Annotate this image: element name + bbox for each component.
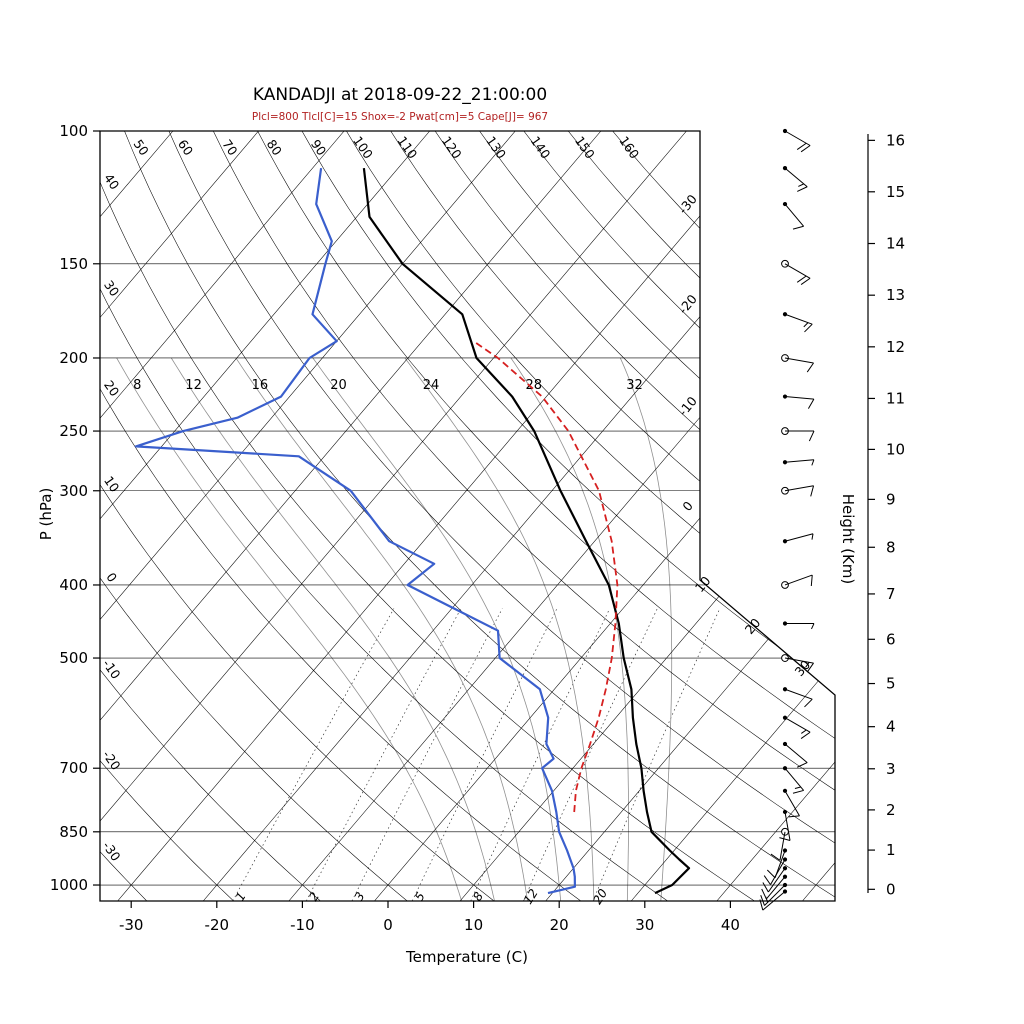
svg-text:-30: -30: [119, 916, 144, 934]
temperature-axis-label: Temperature (C): [406, 948, 528, 966]
chart-title: KANDADJI at 2018-09-22_21:00:00: [252, 85, 548, 105]
svg-text:-20: -20: [100, 747, 124, 772]
svg-text:110: 110: [394, 133, 420, 161]
svg-text:150: 150: [59, 255, 88, 273]
svg-text:7: 7: [886, 585, 896, 603]
svg-text:20: 20: [330, 378, 347, 393]
svg-text:11: 11: [886, 389, 905, 407]
svg-text:5: 5: [886, 675, 896, 693]
svg-text:9: 9: [886, 490, 896, 508]
svg-text:160: 160: [616, 133, 642, 161]
svg-text:8: 8: [886, 538, 896, 556]
svg-text:850: 850: [59, 823, 88, 841]
svg-text:60: 60: [175, 137, 196, 159]
svg-text:500: 500: [59, 649, 88, 667]
svg-text:20: 20: [550, 916, 569, 934]
svg-text:12: 12: [185, 378, 202, 393]
svg-text:120: 120: [439, 133, 465, 161]
svg-text:12: 12: [521, 886, 541, 906]
chart-subtitle-indices: Plcl=800 Tlcl[C]=15 Shox=-2 Pwat[cm]=5 C…: [251, 111, 549, 123]
svg-text:700: 700: [59, 759, 88, 777]
svg-text:0: 0: [103, 570, 120, 585]
pressure-axis-label: P (hPa): [37, 487, 55, 541]
isobar-lines: [100, 131, 835, 886]
svg-text:-20: -20: [675, 291, 700, 316]
svg-text:14: 14: [886, 235, 905, 253]
svg-text:4: 4: [886, 718, 896, 736]
svg-text:100: 100: [59, 122, 88, 140]
svg-text:0: 0: [679, 498, 696, 514]
svg-text:12: 12: [886, 338, 905, 356]
svg-text:28: 28: [525, 378, 542, 393]
svg-text:10: 10: [464, 916, 483, 934]
moist-adiabat-labels: 8 12 16 20 24 28 32: [133, 378, 643, 393]
svg-text:3: 3: [886, 760, 896, 778]
plot-frame: [99, 130, 836, 902]
svg-text:0: 0: [886, 880, 896, 898]
svg-text:24: 24: [423, 378, 440, 393]
svg-text:-10: -10: [100, 656, 124, 681]
wind-barbs: [759, 128, 815, 911]
svg-text:150: 150: [572, 133, 598, 161]
dry-adiabat-labels: -30 -20 -10 0 10 20 30 40 50 60 70 80 90 100 110 120 130…: [100, 133, 643, 864]
svg-text:200: 200: [59, 349, 88, 367]
svg-text:10: 10: [101, 473, 122, 495]
svg-text:2: 2: [886, 801, 896, 819]
svg-text:-10: -10: [290, 916, 315, 934]
svg-text:-30: -30: [675, 191, 700, 216]
svg-text:50: 50: [131, 137, 152, 159]
svg-text:10: 10: [886, 440, 905, 458]
plot-area: [100, 131, 835, 901]
svg-text:90: 90: [308, 137, 329, 159]
parcel-path-curve: [473, 340, 619, 813]
svg-text:300: 300: [59, 482, 88, 500]
moist-adiabat-lines: [116, 357, 673, 901]
pressure-tick-labels: 100 150 200 250 300 400 500 700 850 1000: [50, 122, 100, 894]
svg-text:15: 15: [886, 183, 905, 201]
sounding-curves: [134, 167, 691, 895]
svg-text:130: 130: [483, 133, 509, 161]
svg-text:0: 0: [383, 916, 393, 934]
svg-text:70: 70: [219, 137, 240, 159]
svg-text:16: 16: [252, 378, 269, 393]
svg-text:250: 250: [59, 422, 88, 440]
svg-text:16: 16: [886, 131, 905, 149]
svg-text:-20: -20: [205, 916, 230, 934]
svg-text:-30: -30: [100, 838, 124, 863]
svg-text:140: 140: [528, 133, 554, 161]
svg-text:30: 30: [101, 277, 122, 299]
svg-text:13: 13: [886, 286, 905, 304]
svg-text:10: 10: [692, 573, 714, 595]
mixing-ratio-lines: [232, 608, 721, 901]
svg-text:6: 6: [886, 630, 896, 648]
temperature-tick-labels: -30 -20 -10 0 10 20 30 40: [119, 901, 740, 934]
svg-text:40: 40: [721, 916, 740, 934]
svg-text:20: 20: [101, 377, 122, 399]
svg-text:1: 1: [886, 841, 896, 859]
svg-text:30: 30: [635, 916, 654, 934]
mixing-ratio-labels: 1 2 3 5 8 12 20: [233, 886, 611, 907]
temperature-curve: [362, 167, 691, 895]
svg-text:40: 40: [101, 171, 122, 193]
dew-point-curve: [134, 167, 576, 895]
svg-text:1000: 1000: [50, 876, 88, 894]
svg-text:-10: -10: [675, 393, 700, 418]
svg-text:32: 32: [626, 378, 643, 393]
height-axis-label: Height (Km): [839, 493, 857, 585]
svg-text:8: 8: [133, 378, 141, 393]
svg-text:100: 100: [350, 133, 376, 161]
svg-text:400: 400: [59, 576, 88, 594]
svg-text:80: 80: [264, 137, 285, 159]
